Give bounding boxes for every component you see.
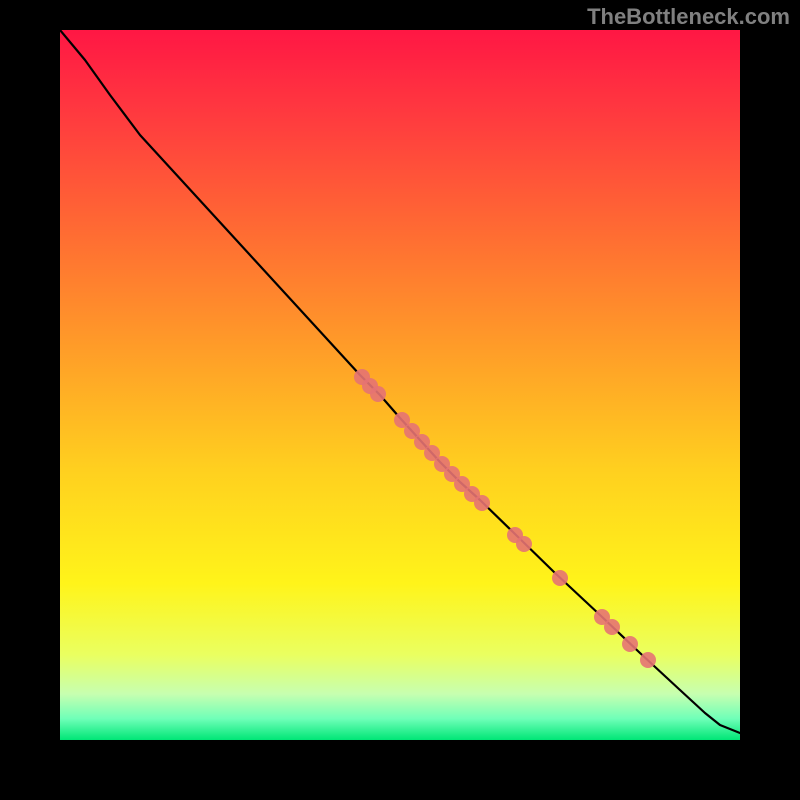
data-marker bbox=[640, 652, 656, 668]
data-marker bbox=[474, 495, 490, 511]
data-marker bbox=[552, 570, 568, 586]
data-marker bbox=[370, 386, 386, 402]
data-marker bbox=[604, 619, 620, 635]
plot-background bbox=[60, 30, 740, 740]
data-marker bbox=[622, 636, 638, 652]
watermark-label: TheBottleneck.com bbox=[587, 4, 790, 30]
bottleneck-chart bbox=[0, 0, 800, 800]
data-marker bbox=[516, 536, 532, 552]
